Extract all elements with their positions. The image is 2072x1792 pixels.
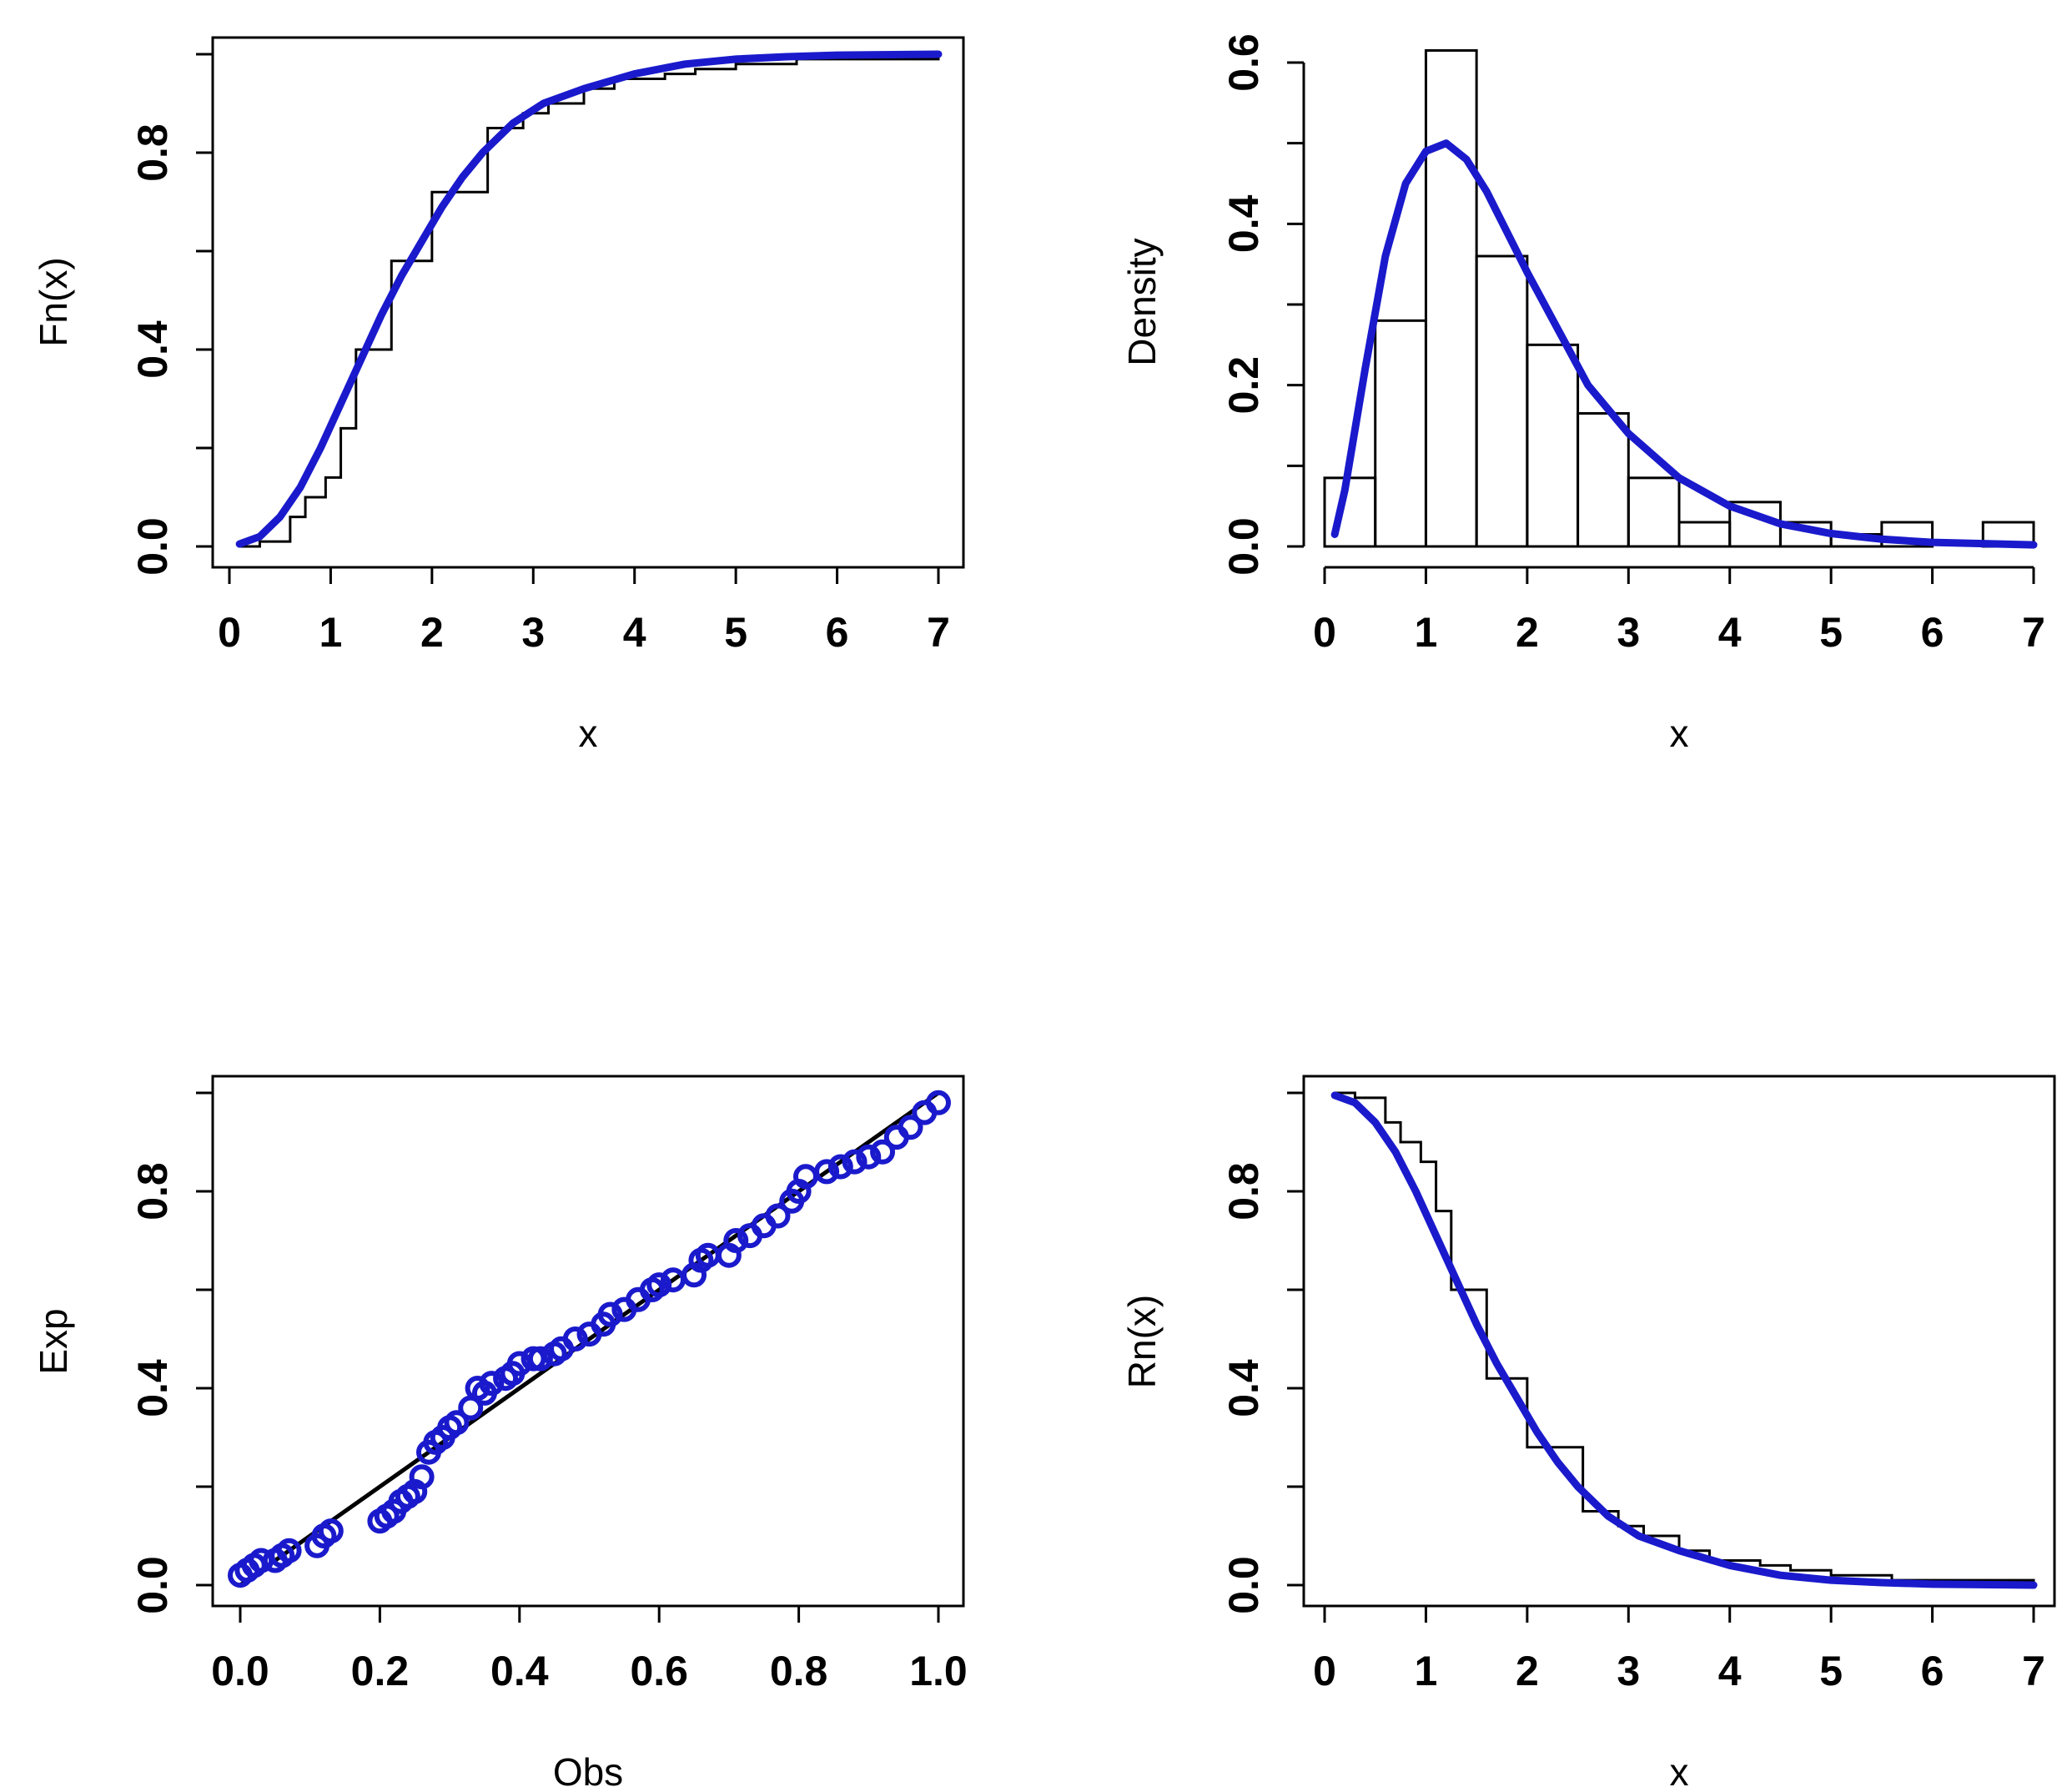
x-tick-label: 2 xyxy=(420,609,444,656)
x-tick-label: 0.2 xyxy=(351,1648,410,1694)
y-tick-label: 0.0 xyxy=(1220,517,1267,576)
data-point xyxy=(276,1538,302,1563)
y-tick-label: 0.4 xyxy=(1220,194,1267,253)
x-tick-label: 2 xyxy=(1516,1648,1539,1694)
x-tick-label: 1 xyxy=(319,609,343,656)
data-point xyxy=(409,1464,435,1490)
reference-line xyxy=(239,1090,940,1588)
y-axis-label: Rn(x) xyxy=(1120,1295,1164,1388)
y-axis-label: Density xyxy=(1120,238,1164,365)
x-tick-label: 0.8 xyxy=(770,1648,828,1694)
x-tick-label: 0.6 xyxy=(630,1648,688,1694)
y-tick-label: 0.0 xyxy=(1220,1556,1267,1614)
fitted-curve xyxy=(1330,1091,2038,1589)
y-tick-label: 0.2 xyxy=(1220,356,1267,415)
y-tick-label: 0.8 xyxy=(1220,1162,1267,1221)
x-tick-label: 7 xyxy=(927,609,950,656)
data-point xyxy=(814,1159,840,1185)
x-tick-label: 4 xyxy=(1718,1648,1742,1694)
data-point xyxy=(527,1346,553,1372)
x-axis-label: Obs xyxy=(553,1750,623,1792)
x-tick-label: 2 xyxy=(1516,609,1539,656)
data-point xyxy=(562,1326,588,1352)
data-point xyxy=(856,1144,882,1170)
data-point xyxy=(723,1228,749,1253)
x-tick-label: 0.4 xyxy=(490,1648,549,1694)
x-tick-label: 5 xyxy=(1819,609,1843,656)
x-tick-label: 3 xyxy=(1617,609,1640,656)
data-point xyxy=(646,1272,672,1298)
x-tick-label: 3 xyxy=(521,609,545,656)
data-point xyxy=(479,1371,505,1397)
empirical-step-line xyxy=(239,54,940,548)
data-point xyxy=(318,1518,344,1544)
data-point xyxy=(827,1154,853,1180)
y-axis-label: Exp xyxy=(32,1308,75,1374)
y-tick-label: 0.4 xyxy=(1220,1359,1267,1417)
x-tick-label: 1 xyxy=(1415,609,1438,656)
data-point xyxy=(765,1203,791,1229)
x-tick-label: 1 xyxy=(1415,1648,1438,1694)
data-point xyxy=(898,1115,923,1140)
x-tick-label: 3 xyxy=(1617,1648,1640,1694)
data-point xyxy=(870,1139,896,1165)
histogram-bar xyxy=(1627,476,1681,548)
x-tick-label: 6 xyxy=(1921,609,1944,656)
x-tick-label: 4 xyxy=(1718,609,1742,656)
x-tick-label: 7 xyxy=(2022,609,2045,656)
x-axis-label: x xyxy=(579,712,598,755)
x-tick-label: 0 xyxy=(1313,1648,1336,1694)
data-point xyxy=(597,1301,623,1327)
y-tick-label: 0.0 xyxy=(129,517,176,576)
x-tick-label: 5 xyxy=(724,609,747,656)
ecdf-panel: 0 1 2 3 4 5 6 7 0.0 0.4 0.8 x Fn(x) xyxy=(32,36,965,755)
data-point xyxy=(926,1090,951,1115)
histogram-panel: 0 1 2 3 4 5 6 7 0.0 0.2 0.4 0.6 x Density xyxy=(1120,33,2045,755)
x-tick-label: 1.0 xyxy=(909,1648,968,1694)
x-tick-label: 6 xyxy=(826,609,849,656)
y-tick-label: 0.8 xyxy=(129,1162,176,1221)
x-tick-label: 0 xyxy=(218,609,241,656)
x-tick-label: 0.0 xyxy=(211,1648,269,1694)
fitted-curve xyxy=(1330,139,2038,549)
x-tick-label: 5 xyxy=(1819,1648,1843,1694)
y-tick-label: 0.4 xyxy=(129,1359,176,1417)
histogram-bar xyxy=(1880,521,1934,548)
y-tick-label: 0.6 xyxy=(1220,33,1267,92)
survival-panel: 0 1 2 3 4 5 6 7 0.0 0.4 0.8 x Rn(x) xyxy=(1120,1075,2056,1792)
data-point xyxy=(444,1410,470,1436)
data-point xyxy=(842,1149,868,1175)
x-tick-label: 4 xyxy=(623,609,646,656)
y-axis-label: Fn(x) xyxy=(32,257,75,346)
fitted-curve xyxy=(235,50,943,548)
y-tick-label: 0.4 xyxy=(129,320,176,379)
x-tick-label: 6 xyxy=(1921,1648,1944,1694)
pp-plot-panel: 0.0 0.2 0.4 0.6 0.8 1.0 0.0 0.4 0.8 Obs Exp xyxy=(32,1075,968,1792)
x-axis-label: x xyxy=(1670,712,1689,755)
y-tick-label: 0.0 xyxy=(129,1556,176,1614)
y-tick-label: 0.8 xyxy=(129,123,176,182)
x-axis-label: x xyxy=(1670,1750,1689,1792)
empirical-step-line xyxy=(1335,1091,2035,1585)
x-tick-label: 7 xyxy=(2022,1648,2045,1694)
x-tick-label: 0 xyxy=(1313,609,1336,656)
